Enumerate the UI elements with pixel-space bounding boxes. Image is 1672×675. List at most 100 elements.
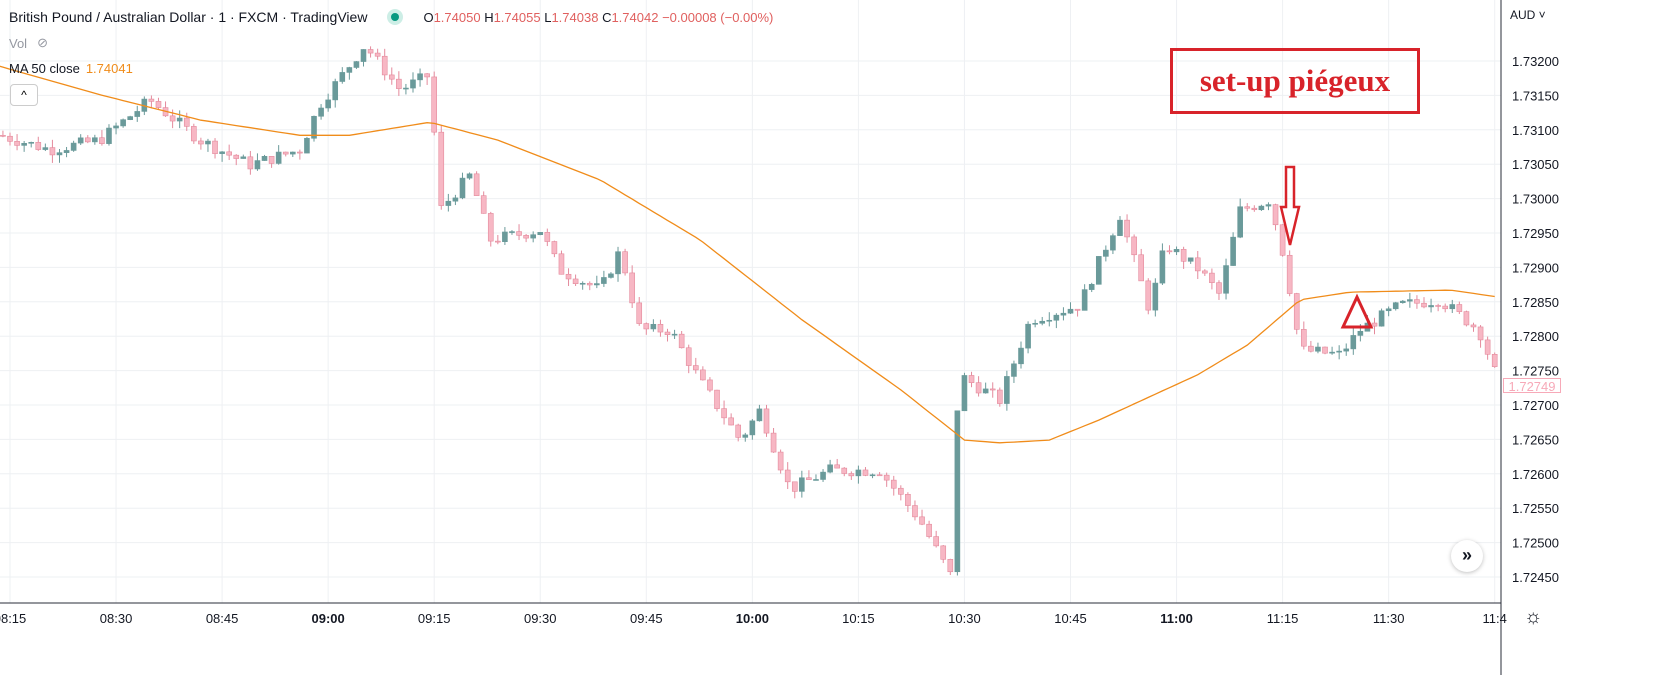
candle-up <box>1392 302 1399 310</box>
candle-up <box>1004 376 1010 404</box>
candle-down <box>763 408 770 434</box>
candle-up <box>1060 312 1067 316</box>
eye-hidden-icon[interactable]: ⊘ <box>37 35 48 50</box>
candle-up <box>530 234 536 239</box>
candle-up <box>799 477 805 492</box>
candle-up <box>1159 250 1166 284</box>
triangle-annotation <box>1340 293 1374 329</box>
candle-down <box>1414 299 1420 304</box>
candle-down <box>1456 304 1463 312</box>
market-status-icon <box>387 9 404 25</box>
candle-down <box>84 137 91 143</box>
candle-down <box>685 347 692 366</box>
ma-indicator[interactable]: MA 50 close 1.74041 <box>9 61 133 76</box>
candle-up <box>1336 350 1342 353</box>
candle-up <box>70 142 77 151</box>
candle-up <box>537 232 544 235</box>
candle-up <box>1110 235 1116 251</box>
price-axis[interactable]: 1.73200 1.73150 1.73100 1.73050 1.73000 1.729… <box>1512 54 1559 585</box>
price-tick-label: 1.72550 <box>1512 501 1559 516</box>
candle-down <box>636 302 643 324</box>
candle-up <box>1329 351 1335 354</box>
candle-down <box>1371 322 1378 327</box>
candle-down <box>728 417 734 426</box>
candle-down <box>784 469 791 483</box>
candle-up <box>594 283 600 286</box>
candle-down <box>551 241 558 255</box>
candle-up <box>855 469 862 477</box>
candle-up <box>63 150 70 153</box>
settings-gear-icon[interactable]: ☼ <box>1524 606 1543 628</box>
candle-up <box>820 471 826 480</box>
candle-up <box>1223 265 1229 294</box>
candle-up <box>1018 347 1024 365</box>
candle-down <box>629 272 635 304</box>
candle-down <box>1272 204 1279 226</box>
candle-down <box>926 523 932 537</box>
candle-down <box>1124 219 1130 238</box>
volume-indicator[interactable]: Vol ⊘ <box>9 35 48 51</box>
high-label: H <box>484 9 494 25</box>
candle-down <box>905 494 911 506</box>
candle-down <box>1216 282 1222 294</box>
ohlc-values: O1.74050 H1.74055 L1.74038 C1.74042 −0.0… <box>423 10 773 25</box>
candle-up <box>954 410 961 573</box>
candle-up <box>304 137 310 154</box>
candle-up <box>1088 284 1095 290</box>
candle-up <box>1343 348 1350 352</box>
candle-down <box>721 408 727 419</box>
candle-down <box>396 78 402 89</box>
low-label: L <box>544 9 552 25</box>
price-tick-label: 1.73050 <box>1512 157 1559 172</box>
price-tick-label: 1.73150 <box>1512 88 1559 103</box>
price-tick-label: 1.72900 <box>1512 260 1559 275</box>
candle-down <box>898 487 904 495</box>
time-tick-label: 11:4 <box>1483 611 1507 626</box>
candle-down <box>770 432 777 453</box>
time-tick-label: 09:45 <box>630 611 663 626</box>
candle-down <box>1293 293 1300 330</box>
candle-down <box>883 474 890 481</box>
close-value: 1.74042 <box>611 9 659 25</box>
price-tick-label: 1.72700 <box>1512 398 1559 413</box>
time-axis[interactable]: 08:15 08:30 08:45 09:00 09:15 09:30 09:45 10:00… <box>0 611 1507 626</box>
high-value: 1.74055 <box>493 9 541 25</box>
candle-down <box>1202 270 1208 274</box>
candle-up <box>749 420 756 436</box>
candle-down <box>49 147 56 156</box>
candle-up <box>1046 319 1053 322</box>
candle-down <box>1463 311 1470 326</box>
candle-down <box>912 505 918 518</box>
time-tick-label: 09:30 <box>524 611 557 626</box>
price-tick-label: 1.73200 <box>1512 54 1559 69</box>
candle-up <box>650 323 657 330</box>
candle-down <box>558 253 565 275</box>
candle-down <box>1491 354 1498 367</box>
candle-up <box>869 474 876 477</box>
candle-up <box>42 147 49 150</box>
candle-down <box>933 536 939 547</box>
candle-down <box>940 545 947 560</box>
candle-up <box>445 200 452 206</box>
candle-up <box>1173 249 1180 253</box>
price-tick-label: 1.73000 <box>1512 192 1559 207</box>
candle-up <box>1407 299 1413 302</box>
candle-down <box>657 323 664 333</box>
collapse-legend-button[interactable]: ^ <box>10 84 38 106</box>
candle-down <box>678 333 685 349</box>
candle-down <box>233 154 240 159</box>
candle-down <box>1131 236 1137 256</box>
candle-down <box>473 173 480 196</box>
symbol-legend: British Pound / Australian Dollar · 1 · … <box>9 9 773 25</box>
candle-up <box>1095 256 1102 285</box>
symbol-title[interactable]: British Pound / Australian Dollar · 1 · … <box>9 9 368 25</box>
time-tick-label: 08:30 <box>100 611 133 626</box>
candle-down <box>664 331 671 335</box>
price-tick-label: 1.72800 <box>1512 329 1559 344</box>
candle-down <box>975 382 982 394</box>
candle-down <box>480 195 487 214</box>
currency-selector[interactable]: AUD ˅ <box>1510 8 1546 22</box>
scroll-to-realtime-button[interactable]: » <box>1451 540 1483 572</box>
candle-up <box>106 127 112 144</box>
